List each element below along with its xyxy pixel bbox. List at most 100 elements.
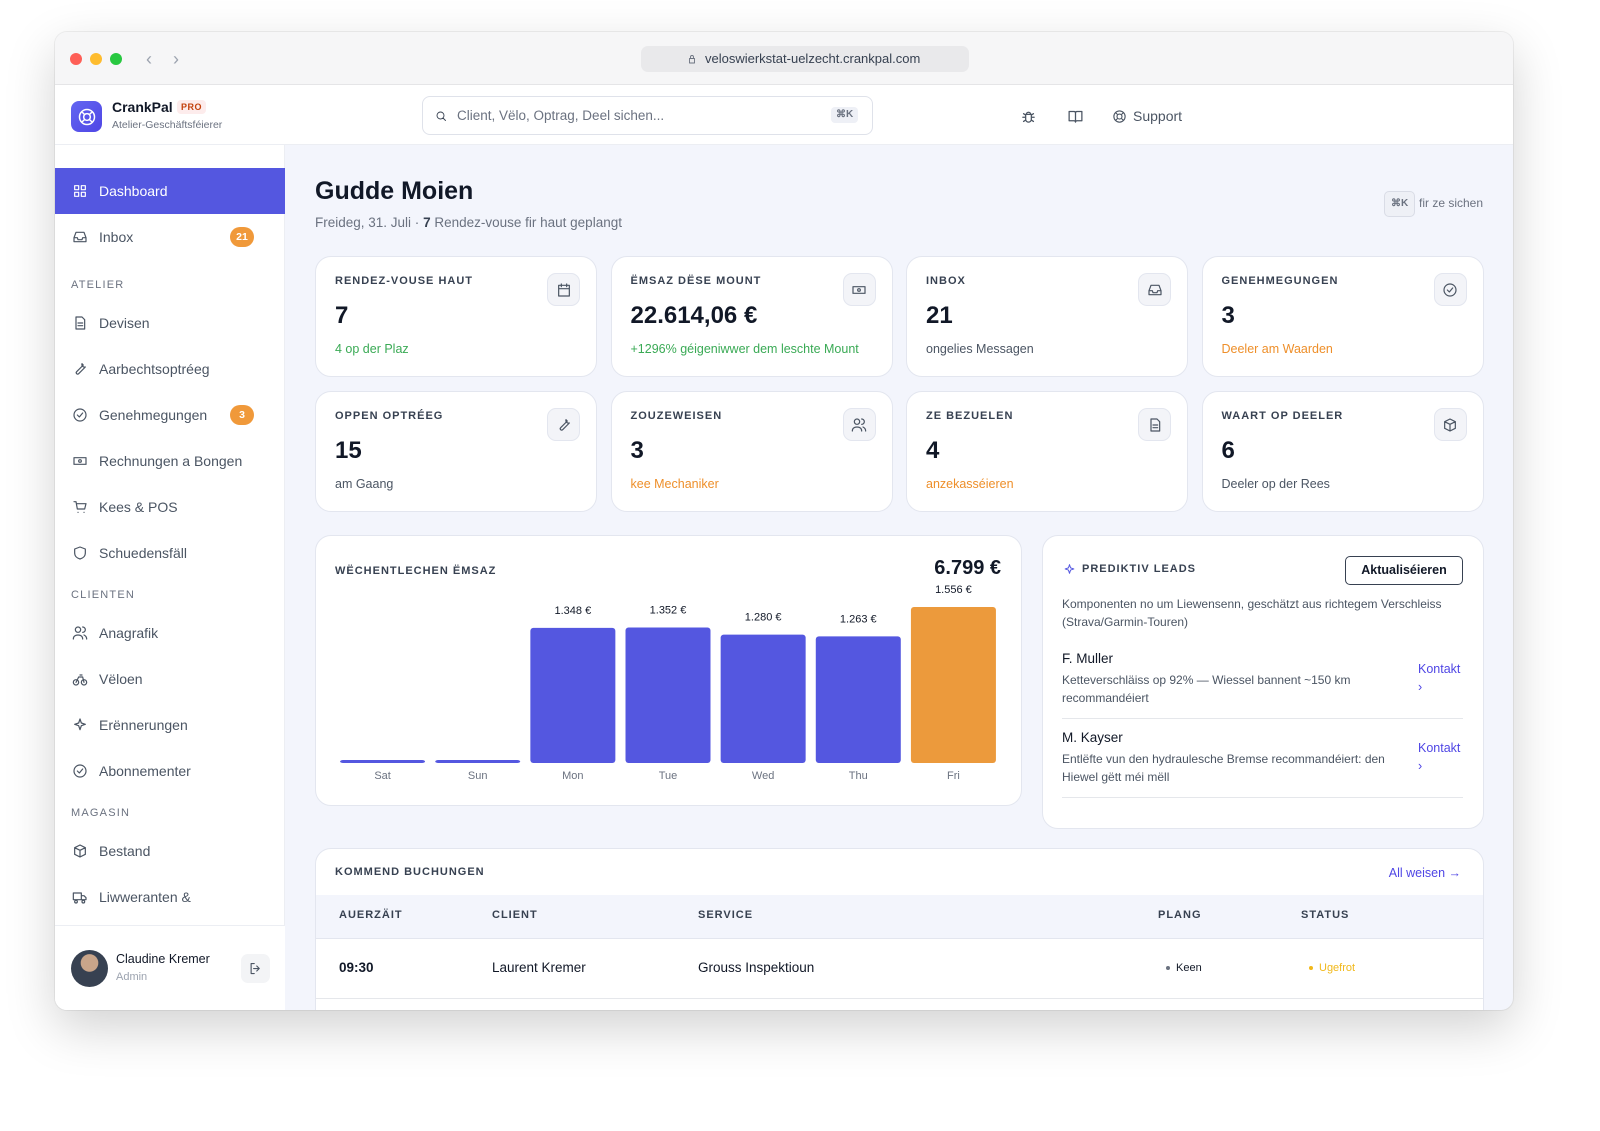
bar-value-label: 1.556 €: [935, 584, 972, 596]
search-shortcut: ⌘K: [831, 107, 859, 123]
icon: [1443, 282, 1457, 297]
icon: [436, 111, 446, 121]
logo: [71, 101, 102, 132]
column-header: SERVICE: [698, 909, 754, 921]
icon: [559, 418, 570, 431]
nav-item[interactable]: Schuedensfäll: [99, 545, 187, 561]
bar: [625, 627, 711, 763]
sidebar-nav: Dashboard Inbox 21 ATELIER Devisen Aarbechtso…: [55, 145, 285, 925]
icon: [1064, 563, 1074, 574]
lead-text: Entlëfte vun den hydraulesche Bremse rec…: [1062, 752, 1385, 784]
stat-note: anzekasséieren: [926, 477, 1014, 491]
refresh-label: Aktualiséieren: [1361, 563, 1447, 577]
brand: CrankPal: [112, 99, 173, 115]
icon: [78, 108, 95, 125]
stat-icon-box: [842, 273, 876, 306]
lead-divider: [1062, 718, 1463, 719]
lead-action[interactable]: Kontakt ›: [1418, 741, 1461, 773]
nav-section-title: CLIENTEN: [71, 589, 135, 601]
lead-divider: [1062, 797, 1463, 798]
nav-badge: 3: [230, 405, 254, 425]
nav-item[interactable]: Devisen: [99, 315, 150, 331]
sidebar: [55, 145, 285, 1010]
user-role: Admin: [116, 971, 148, 983]
bar-value-label: 1.352 €: [650, 604, 687, 616]
table-header: [316, 895, 1483, 939]
nav-back[interactable]: ‹: [146, 49, 152, 69]
icon: [72, 626, 88, 640]
nav-item[interactable]: Anagrafik: [99, 625, 159, 641]
icon: [852, 285, 866, 294]
bookings-link[interactable]: All weisen →: [1388, 866, 1461, 880]
stat-label: OPPEN OPTRÉEG: [335, 410, 444, 422]
chart-title: WËCHENTLECHEN ËMSAZ: [335, 565, 497, 577]
nav-badge: 21: [230, 227, 254, 247]
bar: [435, 760, 521, 763]
lead-name: M. Kayser: [1062, 730, 1123, 745]
stat-value: 4: [926, 437, 940, 464]
avatar: [71, 950, 108, 987]
nav-section-title: MAGASIN: [71, 807, 131, 819]
nav-item[interactable]: Erënnerungen: [99, 717, 188, 733]
nav-forward[interactable]: ›: [173, 49, 179, 69]
stat-value: 3: [630, 437, 644, 464]
stat-note: kee Mechaniker: [630, 477, 719, 491]
support-link[interactable]: Support: [1133, 108, 1183, 124]
bar: [910, 607, 996, 763]
bar: [530, 627, 616, 763]
status-dot: [1166, 966, 1170, 970]
pro-badge: PRO: [177, 100, 207, 114]
row-divider: [316, 998, 1483, 999]
bar: [815, 636, 901, 763]
window-control[interactable]: [110, 53, 122, 65]
icon: [73, 457, 87, 465]
nav-item[interactable]: Aarbechtsoptréeg: [99, 361, 210, 377]
date: Freideg, 31. Juli ·: [315, 215, 420, 230]
icon: [75, 316, 86, 330]
stat-label: ZE BEZUELEN: [926, 410, 1014, 422]
bookings-title: KOMMEND BUCHUNGEN: [335, 866, 485, 878]
url: veloswierkstat-uelzecht.crankpal.com: [705, 51, 921, 66]
nav-item[interactable]: Dashboard: [99, 183, 168, 199]
stat-icon-box: [842, 408, 876, 441]
table-cell: Laurent Kremer: [492, 960, 586, 975]
icon: [75, 363, 86, 375]
nav-item[interactable]: Vëloen: [99, 671, 143, 687]
icon: [74, 844, 86, 858]
icon: [74, 718, 86, 731]
browser-window: ‹ › veloswierkstat-uelzecht.crankpal.com Cr…: [55, 32, 1513, 1010]
stat-value: 7: [335, 302, 349, 329]
nav-item[interactable]: Genehmegungen: [99, 407, 208, 423]
x-tick-label: Tue: [659, 770, 678, 782]
column-header: CLIENT: [492, 909, 538, 921]
stat-label: RENDEZ-VOUSE HAUT: [335, 275, 474, 287]
nav-item[interactable]: Rechnungen a Bongen: [99, 453, 243, 469]
nav-item[interactable]: Abonnementer: [99, 763, 191, 779]
stat-icon-box: [547, 273, 580, 306]
refresh-button[interactable]: [1345, 556, 1463, 585]
stat-value: 15: [335, 437, 362, 464]
window-control[interactable]: [70, 53, 82, 65]
stat-value: 3: [1221, 302, 1235, 329]
icon: [74, 546, 86, 560]
nav-item[interactable]: Kees & POS: [99, 499, 178, 515]
lead-action[interactable]: Kontakt ›: [1418, 662, 1461, 694]
search-box[interactable]: [422, 96, 873, 135]
shortcut-badge: ⌘K: [1384, 191, 1416, 217]
nav-item[interactable]: Bestand: [99, 843, 151, 859]
status-pill: Ugefrot: [1319, 962, 1356, 974]
icon: [1021, 111, 1035, 123]
nav-item[interactable]: Inbox: [99, 229, 134, 245]
bar: [340, 760, 426, 763]
bar-value-label: 1.263 €: [840, 613, 877, 625]
x-tick-label: Sat: [374, 770, 391, 782]
icon: [689, 55, 695, 64]
status-pill: Keen: [1176, 962, 1202, 974]
nav-active: [55, 168, 285, 214]
window-control[interactable]: [90, 53, 102, 65]
nav-section-title: ATELIER: [71, 279, 125, 291]
stat-label: GENEHMEGUNGEN: [1221, 275, 1339, 287]
chart-total: 6.799 €: [934, 557, 1001, 579]
nav-item[interactable]: Liwweranten &: [99, 889, 191, 905]
icon: [72, 674, 88, 686]
